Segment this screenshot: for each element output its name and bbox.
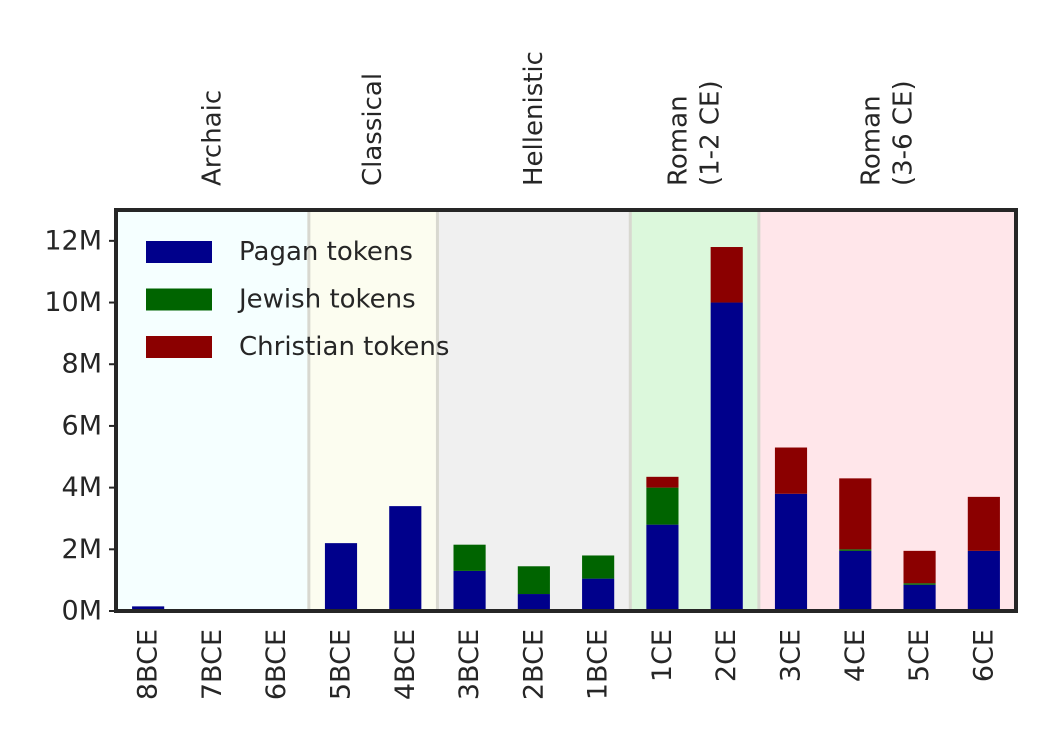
period-bands (116, 210, 1016, 611)
x-tick-label: 2CE (711, 629, 742, 682)
legend-swatch (146, 241, 212, 263)
bar-segment-christian (839, 478, 872, 550)
y-tick-label: 12M (44, 225, 102, 256)
x-tick-label: 3BCE (454, 629, 485, 700)
x-tick-label: 1CE (647, 629, 678, 682)
bar-segment-pagan (582, 578, 615, 611)
bars (132, 247, 1000, 611)
legend-label: Christian tokens (239, 332, 449, 362)
bar-segment-jewish (453, 544, 486, 571)
bar-segment-christian (710, 247, 743, 303)
bar-segment-pagan (453, 570, 486, 611)
y-tick-label: 6M (62, 410, 102, 441)
bar-segment-pagan (967, 550, 1000, 611)
bar-segment-pagan (132, 606, 165, 611)
x-tick-label: 5BCE (326, 629, 357, 700)
bar-segment-jewish (903, 583, 936, 585)
bar-segment-christian (646, 476, 679, 488)
y-tick-label: 8M (62, 349, 102, 380)
legend-label: Jewish tokens (237, 285, 416, 315)
bar-segment-jewish (839, 549, 872, 551)
bar-segment-pagan (774, 493, 808, 611)
x-tick-label: 8BCE (133, 629, 164, 700)
x-axis: 8BCE 7BCE 6BCE 5BCE 4BCE 3BCE 2BCE 1BCE 1CE 2CE 3C… (133, 629, 1000, 700)
bar-segment-jewish (646, 487, 679, 525)
period-label: Roman (664, 95, 694, 186)
period-label: Roman (856, 95, 886, 186)
x-tick-label: 7BCE (197, 629, 228, 700)
bar-segment-pagan (903, 584, 936, 611)
period-labels: Archaic Classical Hellenistic Roman (1-2 CE)… (197, 51, 918, 186)
x-tick-label: 4BCE (390, 629, 421, 700)
x-tick-label: 2BCE (518, 629, 549, 700)
bar-segment-pagan (710, 302, 743, 611)
legend-swatch (146, 288, 212, 311)
bar-segment-pagan (517, 594, 550, 611)
bar-segment-pagan (324, 543, 358, 611)
x-tick-label: 5CE (904, 629, 935, 682)
period-band (116, 210, 309, 611)
period-label: (1-2 CE) (696, 80, 726, 186)
bar-segment-christian (774, 447, 808, 494)
bar-segment-pagan (839, 550, 872, 611)
y-tick-label: 2M (62, 534, 102, 565)
x-tick-label: 3CE (776, 629, 807, 682)
y-tick-label: 0M (62, 596, 102, 627)
bar-segment-christian (967, 496, 1000, 551)
bar-segment-pagan (646, 524, 679, 611)
period-label: Archaic (197, 90, 227, 186)
legend-label: Pagan tokens (239, 237, 413, 267)
x-tick-label: 6CE (968, 629, 999, 682)
y-tick-label: 10M (44, 287, 102, 318)
bar-segment-pagan (389, 506, 422, 611)
plot-frame (114, 208, 1018, 613)
x-tick-label: 4CE (840, 629, 871, 682)
bar-segment-jewish (582, 555, 615, 579)
period-label: (3-6 CE) (888, 80, 918, 186)
legend: Pagan tokens Jewish tokens Christian token… (146, 237, 449, 362)
period-label: Classical (358, 73, 388, 186)
x-tick-label: 1BCE (583, 629, 614, 700)
period-label: Hellenistic (519, 51, 549, 186)
y-tick-label: 4M (62, 472, 102, 503)
period-band (437, 210, 631, 611)
bar-segment-christian (903, 550, 936, 584)
y-axis: 0M 2M 4M 6M 8M 10M 12M (44, 225, 116, 627)
legend-swatch (146, 336, 212, 358)
bar-segment-jewish (517, 566, 550, 595)
x-tick-label: 6BCE (261, 629, 292, 700)
